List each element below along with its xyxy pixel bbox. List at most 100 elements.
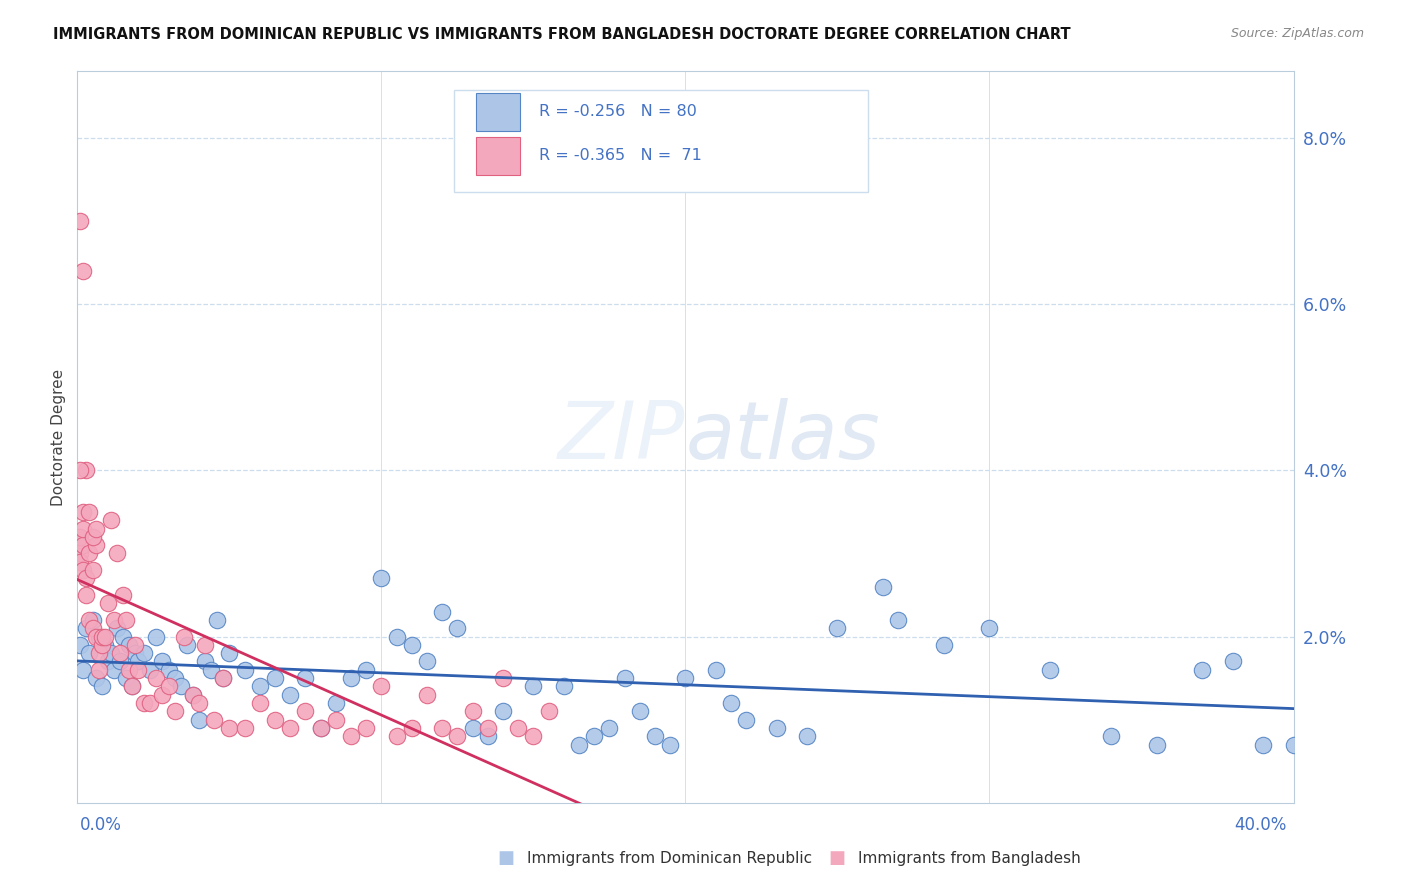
Text: atlas: atlas [686,398,880,476]
Point [163,705,186,719]
Point [598,721,620,735]
Point [309,721,332,735]
Point [212,671,235,685]
Point [87,630,110,644]
Point [704,663,727,677]
Point [69,530,91,544]
Point [218,646,240,660]
Point [72,563,94,577]
Point [735,713,758,727]
Text: ZIP: ZIP [558,398,686,476]
Point [118,663,141,677]
Point [72,538,94,552]
Point [205,613,228,627]
Point [75,571,97,585]
Point [127,655,149,669]
Text: R = -0.365   N =  71: R = -0.365 N = 71 [540,148,703,163]
Point [163,671,186,685]
Point [659,738,682,752]
Point [477,729,499,743]
Point [325,713,347,727]
Point [97,655,120,669]
Point [354,721,377,735]
Point [79,505,101,519]
Point [249,696,271,710]
Point [173,630,195,644]
Point [446,729,468,743]
Point [628,705,651,719]
Point [75,621,97,635]
Point [93,630,115,644]
Text: ■: ■ [498,849,515,867]
Y-axis label: Doctorate Degree: Doctorate Degree [51,368,66,506]
Point [82,621,104,635]
Text: Immigrants from Bangladesh: Immigrants from Bangladesh [858,851,1080,865]
Point [124,646,146,660]
Point [461,721,484,735]
Point [446,621,468,635]
Point [979,621,1001,635]
Point [145,630,167,644]
Point [233,721,256,735]
Point [82,613,104,627]
Point [233,663,256,677]
Point [340,729,363,743]
Point [432,605,454,619]
Point [325,696,347,710]
Point [461,705,484,719]
FancyBboxPatch shape [454,90,868,192]
Point [134,696,156,710]
Point [145,671,167,685]
Point [1282,738,1305,752]
Point [90,680,112,694]
Point [84,630,107,644]
Point [583,729,606,743]
Point [264,671,287,685]
Point [340,671,363,685]
Point [87,646,110,660]
Point [796,729,818,743]
Point [492,705,515,719]
Point [1039,663,1062,677]
Point [537,705,560,719]
Point [105,546,128,560]
Point [218,721,240,735]
Point [370,571,392,585]
Point [69,214,91,228]
Point [416,688,439,702]
Point [1222,655,1244,669]
Point [84,538,107,552]
Point [194,638,217,652]
Point [212,671,235,685]
Text: Immigrants from Dominican Republic: Immigrants from Dominican Republic [527,851,813,865]
Point [103,663,125,677]
Point [385,630,408,644]
Point [827,621,849,635]
Point [1191,663,1213,677]
Point [69,638,91,652]
Point [872,580,894,594]
Point [79,546,101,560]
Point [108,646,131,660]
Point [87,663,110,677]
Point [72,505,94,519]
Point [200,663,222,677]
Point [675,671,697,685]
Point [115,671,138,685]
Point [613,671,636,685]
Point [522,680,544,694]
Point [100,513,122,527]
Point [72,264,94,278]
Point [194,655,217,669]
Point [118,638,141,652]
Point [522,729,544,743]
Point [103,613,125,627]
Point [152,655,174,669]
Point [385,729,408,743]
Point [75,588,97,602]
Point [176,638,198,652]
Point [432,721,454,735]
Point [157,680,180,694]
Text: Source: ZipAtlas.com: Source: ZipAtlas.com [1230,27,1364,40]
Point [294,671,316,685]
